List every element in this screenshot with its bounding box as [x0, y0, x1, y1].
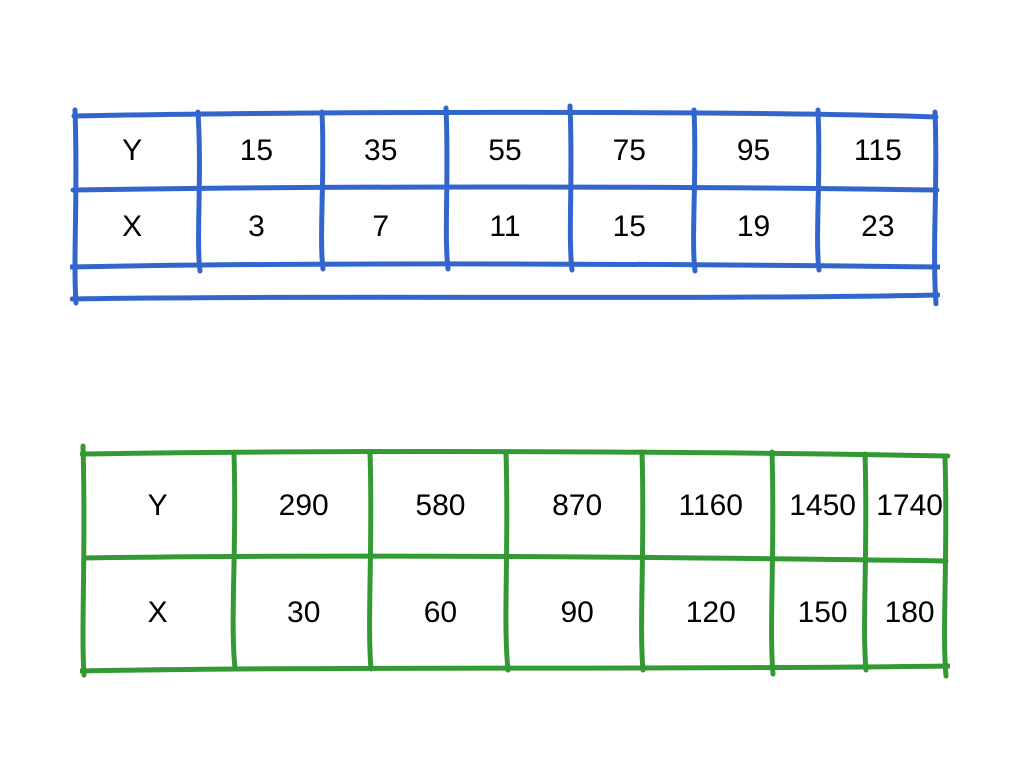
cell-value: 55	[443, 113, 567, 189]
row-label: X	[80, 560, 235, 668]
cell-value: 15	[567, 189, 691, 265]
cell-value: 90	[509, 560, 646, 668]
table-cells-blue: Y1535557595115X3711151923	[70, 113, 940, 265]
xy-table-green: Y290580870116014501740 X306090120150180	[80, 430, 950, 686]
cell-value: 23	[816, 189, 940, 265]
cell-value: 1450	[776, 452, 869, 560]
cell-value: 870	[509, 452, 646, 560]
cell-value: 30	[235, 560, 372, 668]
cell-value: 180	[869, 560, 950, 668]
cell-value: 3	[194, 189, 318, 265]
cell-value: 15	[194, 113, 318, 189]
cell-value: 60	[372, 560, 509, 668]
row-label: Y	[70, 113, 194, 189]
cell-value: 120	[646, 560, 777, 668]
cell-value: 35	[319, 113, 443, 189]
cell-value: 115	[816, 113, 940, 189]
cell-value: 580	[372, 452, 509, 560]
xy-table-blue: Y1535557595115X3711151923	[70, 86, 940, 306]
cell-value: 11	[443, 189, 567, 265]
cell-value: 1740	[869, 452, 950, 560]
cell-value: 150	[776, 560, 869, 668]
cell-value: 75	[567, 113, 691, 189]
row-label: Y	[80, 452, 235, 560]
cell-value: 1160	[646, 452, 777, 560]
cell-value: 19	[691, 189, 815, 265]
table-cells-green: Y290580870116014501740 X306090120150180	[80, 452, 950, 667]
cell-value: 290	[235, 452, 372, 560]
cell-value: 7	[319, 189, 443, 265]
cell-value: 95	[691, 113, 815, 189]
row-label: X	[70, 189, 194, 265]
